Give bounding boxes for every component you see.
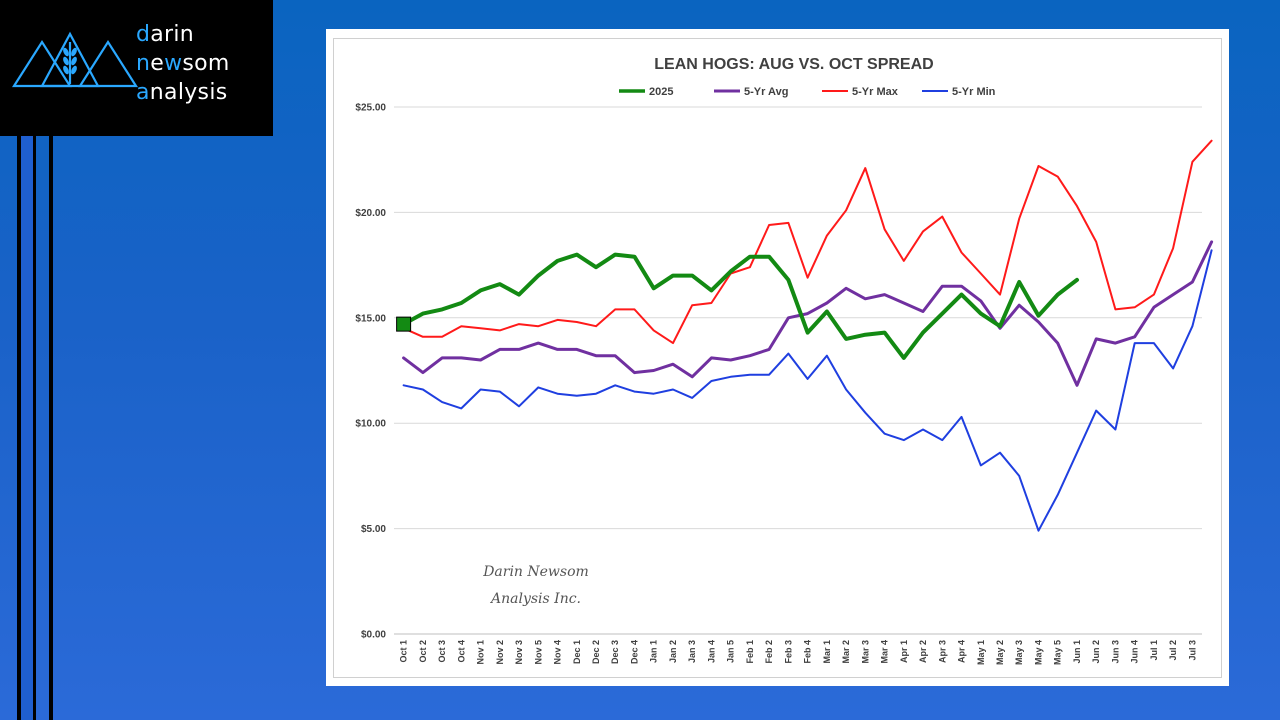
series-line-5-yr-min xyxy=(402,249,1213,532)
x-tick-label: Dec 1 xyxy=(572,640,582,664)
x-tick-label: Nov 5 xyxy=(533,640,543,665)
x-tick-label: Jan 5 xyxy=(726,640,736,663)
x-tick-label: Jan 1 xyxy=(649,640,659,663)
x-tick-label: Feb 3 xyxy=(783,640,793,664)
y-tick-label: $0.00 xyxy=(361,630,386,641)
x-tick-label: May 5 xyxy=(1053,640,1063,665)
brand-line-3: analysis xyxy=(136,80,228,105)
x-tick-label: May 2 xyxy=(995,640,1005,665)
x-tick-label: Jul 1 xyxy=(1149,640,1159,661)
y-axis: $0.00 $5.00 $10.00 $15.00 $20.00 $25.00 xyxy=(355,103,386,641)
series-line-5-yr-avg xyxy=(402,240,1214,387)
legend-label: 2025 xyxy=(649,86,673,98)
y-tick-label: $15.00 xyxy=(355,313,386,324)
legend-label: 5-Yr Avg xyxy=(744,86,788,98)
chart-series xyxy=(396,139,1214,532)
x-tick-label: Feb 4 xyxy=(803,640,813,664)
mountains-wheat-icon xyxy=(12,31,138,88)
brand-logo: darin newsom analysis xyxy=(0,0,273,136)
x-tick-label: Nov 1 xyxy=(476,640,486,665)
x-tick-label: Mar 4 xyxy=(880,640,890,664)
y-tick-label: $20.00 xyxy=(355,208,386,219)
x-tick-label: Jul 3 xyxy=(1187,640,1197,661)
legend-label: 5-Yr Min xyxy=(952,86,996,98)
x-tick-label: Mar 3 xyxy=(860,640,870,664)
y-tick-label: $10.00 xyxy=(355,419,386,430)
decorative-stripe-fill xyxy=(21,136,33,720)
x-tick-label: May 1 xyxy=(976,640,986,665)
x-tick-label: Jun 4 xyxy=(1130,640,1140,664)
x-tick-label: Jun 2 xyxy=(1091,640,1101,664)
x-tick-label: Dec 4 xyxy=(629,640,639,664)
series-line-2025 xyxy=(401,252,1079,360)
x-tick-label: May 4 xyxy=(1033,640,1043,665)
x-tick-label: Mar 1 xyxy=(822,640,832,664)
x-tick-label: Jan 4 xyxy=(706,640,716,663)
chart-title: LEAN HOGS: AUG VS. OCT SPREAD xyxy=(654,56,933,73)
decorative-stripe-2 xyxy=(33,136,36,720)
x-tick-label: Apr 2 xyxy=(918,640,928,663)
x-tick-label: Dec 3 xyxy=(610,640,620,664)
chart-gridlines xyxy=(394,106,1202,635)
spread-line-chart: LEAN HOGS: AUG VS. OCT SPREAD 2025 5-Yr A… xyxy=(355,56,1214,665)
x-tick-label: Nov 2 xyxy=(495,640,505,665)
x-tick-label: Apr 1 xyxy=(899,640,909,663)
x-tick-label: Apr 4 xyxy=(957,640,967,663)
x-tick-label: Dec 2 xyxy=(591,640,601,664)
x-tick-label: Apr 3 xyxy=(937,640,947,663)
x-tick-label: Oct 4 xyxy=(456,640,466,663)
x-tick-label: Mar 2 xyxy=(841,640,851,664)
chart-panel: LEAN HOGS: AUG VS. OCT SPREAD 2025 5-Yr A… xyxy=(326,29,1229,686)
decorative-stripe-1 xyxy=(17,136,21,720)
brand-line-1: darin xyxy=(136,22,195,47)
x-tick-label: Nov 4 xyxy=(553,640,563,665)
x-axis: Oct 1 Oct 2 Oct 3 Oct 4 Nov 1 Nov 2 Nov 3 Nov 5… xyxy=(394,633,1202,665)
decorative-stripe-3 xyxy=(49,136,53,720)
x-tick-label: Nov 3 xyxy=(514,640,524,665)
series-line-5-yr-max xyxy=(402,139,1213,345)
x-tick-label: Jan 2 xyxy=(668,640,678,663)
x-tick-label: Feb 2 xyxy=(764,640,774,664)
y-tick-label: $5.00 xyxy=(361,524,386,535)
x-tick-label: Oct 3 xyxy=(437,640,447,663)
x-tick-label: Jun 3 xyxy=(1110,640,1120,664)
chart-legend: 2025 5-Yr Avg 5-Yr Max 5-Yr Min xyxy=(619,86,996,98)
x-tick-label: Jul 2 xyxy=(1168,640,1178,661)
y-tick-label: $25.00 xyxy=(355,103,386,114)
watermark-line-1: Darin Newsom xyxy=(482,564,589,580)
x-tick-label: Jun 1 xyxy=(1072,640,1082,664)
brand-wordmark: darin newsom analysis xyxy=(136,20,230,107)
x-tick-label: Jan 3 xyxy=(687,640,697,663)
x-tick-label: Feb 1 xyxy=(745,640,755,664)
chart-frame: LEAN HOGS: AUG VS. OCT SPREAD 2025 5-Yr A… xyxy=(333,38,1222,678)
series-start-marker xyxy=(396,316,412,332)
x-tick-label: Oct 2 xyxy=(418,640,428,663)
watermark-line-2: Analysis Inc. xyxy=(489,591,581,607)
legend-label: 5-Yr Max xyxy=(852,86,899,98)
x-tick-label: Oct 1 xyxy=(399,640,409,663)
brand-line-2: newsom xyxy=(136,51,230,76)
x-tick-label: May 3 xyxy=(1014,640,1024,665)
